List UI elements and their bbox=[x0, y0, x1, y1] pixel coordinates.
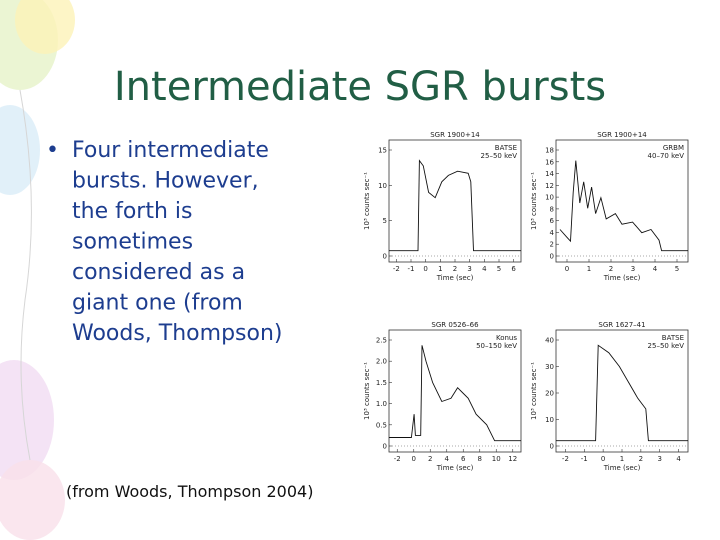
x-tick-label: 3 bbox=[467, 265, 471, 273]
x-tick-label: 1 bbox=[587, 265, 591, 273]
x-tick-label: 2 bbox=[453, 265, 457, 273]
bullet-line: Four intermediate bbox=[72, 138, 269, 163]
light-curve bbox=[389, 159, 521, 252]
x-tick-label: 2 bbox=[609, 265, 613, 273]
x-tick-label: 5 bbox=[497, 265, 501, 273]
x-tick-label: -2 bbox=[562, 455, 569, 463]
y-tick-label: 10 bbox=[378, 182, 387, 190]
x-tick-label: 6 bbox=[511, 265, 516, 273]
x-tick-label: 3 bbox=[657, 455, 661, 463]
panel-title: SGR 1900+14 bbox=[597, 131, 647, 139]
bullet-marker: • bbox=[46, 138, 59, 163]
x-tick-label: -1 bbox=[408, 265, 415, 273]
x-tick-label: 12 bbox=[508, 455, 517, 463]
y-tick-label: 1.5 bbox=[376, 379, 387, 387]
x-tick-label: 1 bbox=[438, 265, 442, 273]
y-axis-label: 10³ counts sec⁻¹ bbox=[530, 172, 538, 230]
slide-title: Intermediate SGR bursts bbox=[114, 64, 606, 110]
x-axis-label: Time (sec) bbox=[436, 464, 474, 472]
y-tick-label: 20 bbox=[545, 390, 554, 398]
y-tick-label: 14 bbox=[545, 170, 554, 178]
x-tick-label: 8 bbox=[478, 455, 482, 463]
instrument-label: BATSE bbox=[495, 144, 517, 152]
footnote: (from Woods, Thompson 2004) bbox=[66, 482, 313, 501]
instrument-label: 25–50 keV bbox=[648, 342, 685, 350]
y-tick-label: 12 bbox=[545, 182, 554, 190]
y-tick-label: 40 bbox=[545, 337, 554, 345]
instrument-label: Konus bbox=[496, 334, 517, 342]
x-tick-label: 10 bbox=[492, 455, 501, 463]
y-tick-label: 0.5 bbox=[376, 421, 387, 429]
y-tick-label: 2.0 bbox=[376, 358, 387, 366]
x-tick-label: 5 bbox=[675, 265, 679, 273]
x-tick-label: 6 bbox=[461, 455, 466, 463]
light-curve bbox=[389, 345, 521, 442]
x-axis-label: Time (sec) bbox=[603, 464, 641, 472]
bullet-line: bursts. However, bbox=[72, 169, 259, 194]
x-tick-label: 0 bbox=[412, 455, 416, 463]
x-tick-label: -2 bbox=[393, 265, 400, 273]
y-tick-label: 2 bbox=[550, 241, 554, 249]
x-tick-label: 3 bbox=[631, 265, 635, 273]
panel-title: SGR 1900+14 bbox=[430, 131, 480, 139]
y-tick-label: 0 bbox=[383, 443, 387, 451]
x-tick-label: 0 bbox=[565, 265, 569, 273]
x-tick-label: 4 bbox=[653, 265, 658, 273]
y-tick-label: 0 bbox=[383, 253, 387, 261]
x-tick-label: 2 bbox=[428, 455, 432, 463]
x-axis-label: Time (sec) bbox=[436, 274, 474, 282]
x-tick-label: 0 bbox=[601, 455, 605, 463]
plot-frame bbox=[555, 139, 689, 263]
x-tick-label: 2 bbox=[639, 455, 643, 463]
instrument-label: BATSE bbox=[662, 334, 684, 342]
x-tick-label: 4 bbox=[445, 455, 450, 463]
y-tick-label: 15 bbox=[378, 147, 387, 155]
x-tick-label: -1 bbox=[581, 455, 588, 463]
panel-title: SGR 1627–41 bbox=[598, 321, 645, 329]
y-tick-label: 8 bbox=[550, 205, 554, 213]
bullet-line: Woods, Thompson) bbox=[72, 321, 282, 346]
x-tick-label: 0 bbox=[423, 265, 427, 273]
y-tick-label: 1.0 bbox=[376, 400, 387, 408]
y-tick-label: 10 bbox=[545, 416, 554, 424]
x-axis-label: Time (sec) bbox=[603, 274, 641, 282]
x-tick-label: 4 bbox=[482, 265, 487, 273]
light-curve bbox=[559, 160, 688, 252]
y-tick-label: 16 bbox=[545, 158, 554, 166]
x-tick-label: 4 bbox=[676, 455, 681, 463]
y-tick-label: 18 bbox=[545, 147, 554, 155]
y-tick-label: 2.5 bbox=[376, 337, 387, 345]
y-tick-label: 10 bbox=[545, 194, 554, 202]
y-axis-label: 10³ counts sec⁻¹ bbox=[363, 362, 371, 420]
y-tick-label: 0 bbox=[550, 443, 554, 451]
bullet-line: considered as a bbox=[72, 260, 245, 285]
y-axis-label: 10³ counts sec⁻¹ bbox=[363, 172, 371, 230]
panel-title: SGR 0526–66 bbox=[431, 321, 479, 329]
instrument-label: GRBM bbox=[663, 144, 684, 152]
y-tick-label: 4 bbox=[550, 229, 555, 237]
y-axis-label: 10³ counts sec⁻¹ bbox=[530, 362, 538, 420]
bullet-line: sometimes bbox=[72, 230, 193, 255]
y-tick-label: 6 bbox=[550, 217, 555, 225]
instrument-label: 25–50 keV bbox=[481, 152, 518, 160]
bullet-line: the forth is bbox=[72, 199, 192, 224]
y-tick-label: 0 bbox=[550, 253, 554, 261]
x-tick-label: 1 bbox=[620, 455, 624, 463]
x-tick-label: -2 bbox=[394, 455, 401, 463]
y-tick-label: 5 bbox=[383, 217, 387, 225]
instrument-label: 40–70 keV bbox=[648, 152, 685, 160]
instrument-label: 50–150 keV bbox=[476, 342, 517, 350]
plot-frame bbox=[388, 329, 522, 453]
y-tick-label: 30 bbox=[545, 363, 554, 371]
bullet-line: giant one (from bbox=[72, 291, 243, 316]
light-curve bbox=[556, 344, 688, 442]
